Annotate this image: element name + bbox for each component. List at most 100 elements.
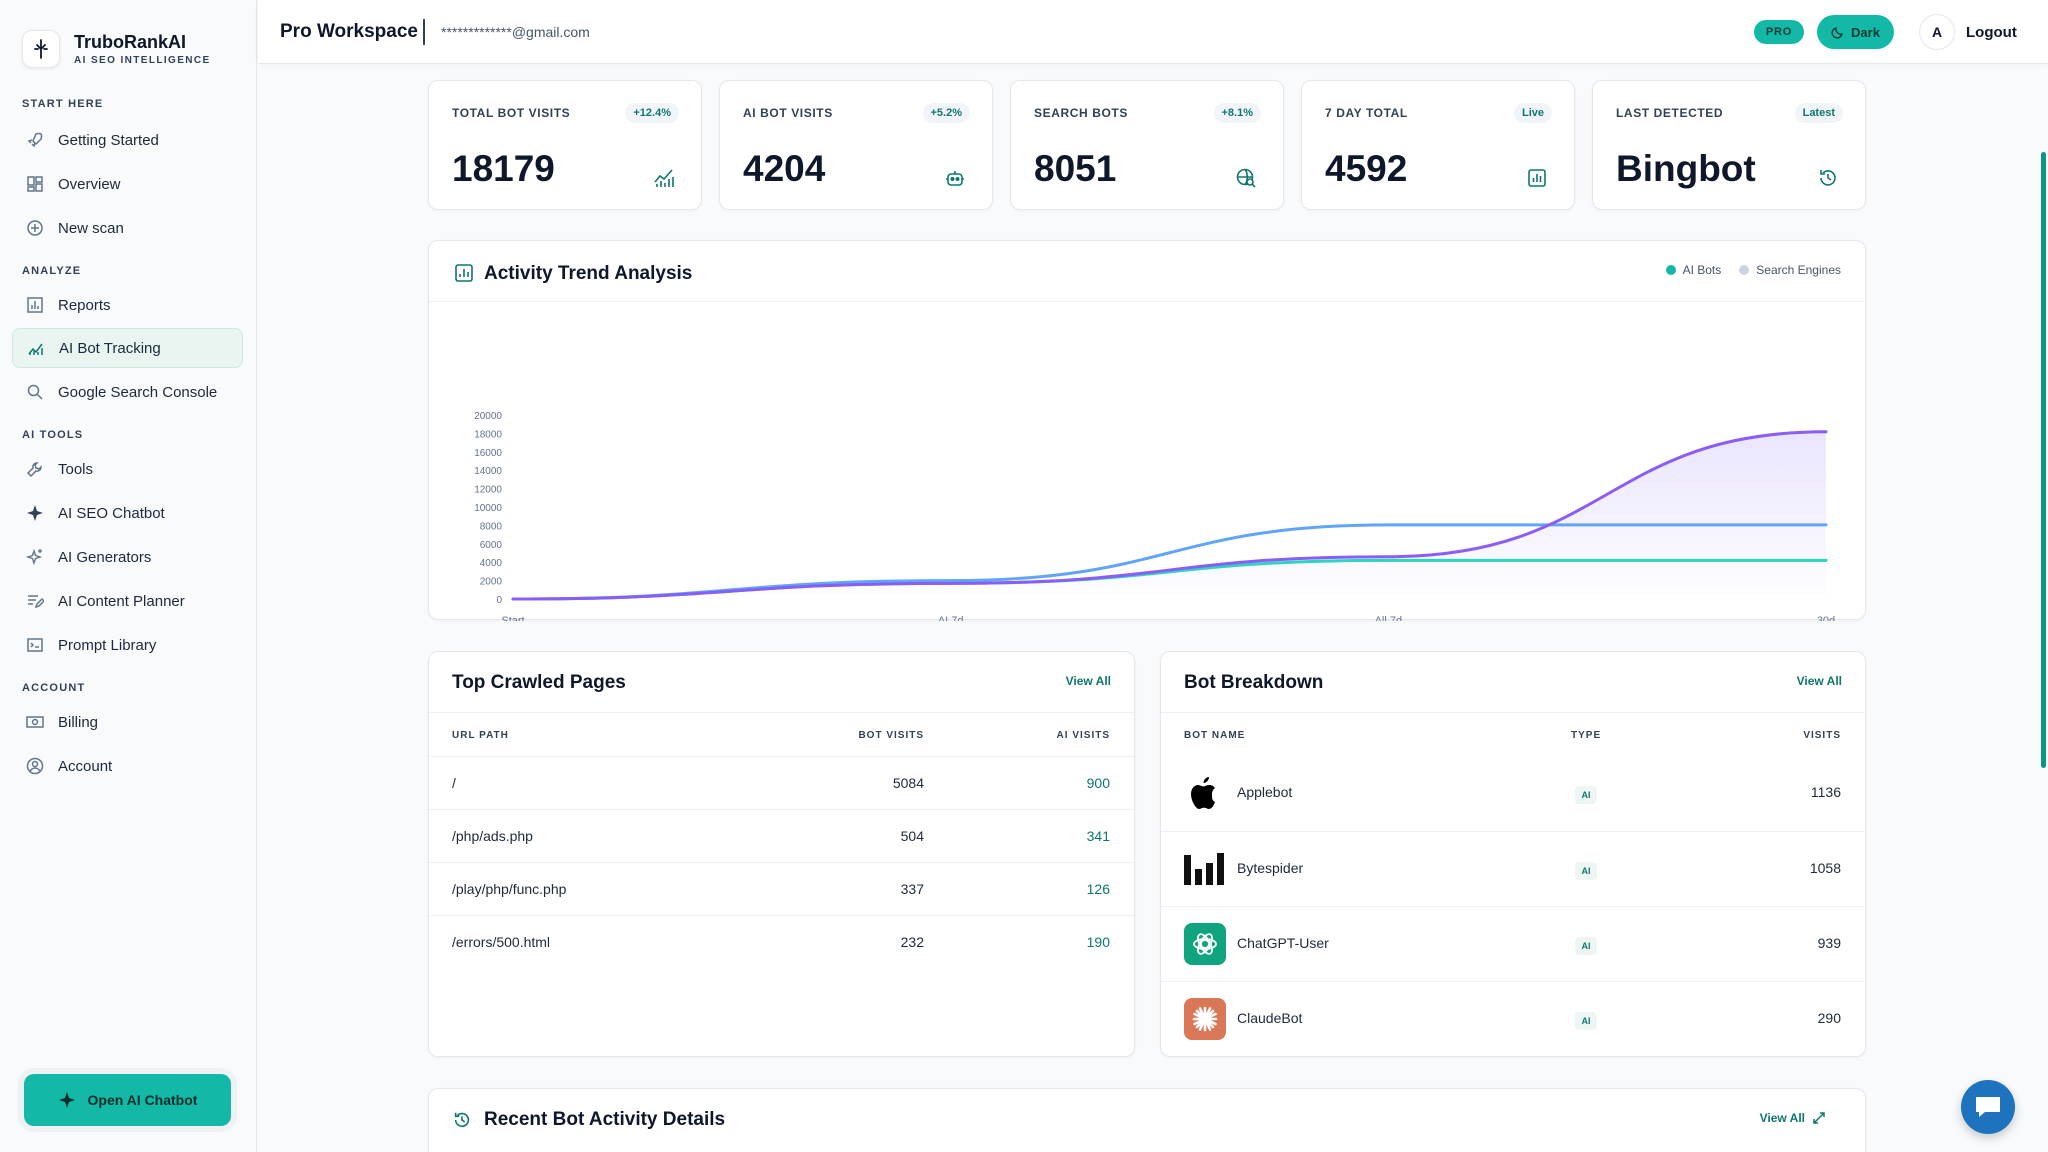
table-row[interactable]: ClaudeBot AI 290 — [1161, 981, 1865, 1056]
column-header-url-path: URL PATH — [452, 730, 509, 741]
sparkle-icon — [58, 1092, 75, 1108]
avatar[interactable]: A — [1919, 14, 1955, 50]
chat-widget-button[interactable] — [1961, 1080, 2015, 1134]
bar-chart-icon — [455, 264, 473, 282]
bot-visits: 337 — [900, 881, 924, 897]
rocket-icon — [27, 132, 43, 148]
chart-title: Activity Trend Analysis — [484, 263, 693, 284]
brand-name: TruboRankAI — [74, 32, 187, 52]
table-row[interactable]: /errors/500.html 232 190 — [429, 915, 1134, 968]
dark-mode-toggle[interactable]: Dark — [1817, 15, 1894, 49]
legend-label: Search Engines — [1756, 263, 1841, 277]
sidebar-item-google-search-console[interactable]: Google Search Console — [12, 372, 243, 412]
series-line-all-bots — [511, 430, 1828, 601]
sidebar-item-ai-generators[interactable]: AI Generators — [12, 537, 243, 577]
legend-item-search-engines[interactable]: Search Engines — [1739, 263, 1841, 277]
stat-value: Bingbot — [1616, 148, 1756, 189]
brand[interactable]: TruboRankAI AI SEO INTELLIGENCE — [22, 30, 211, 68]
activity-trend-chart: 0 2000 4000 6000 8000 10000 12000 14000 16000 180… — [474, 411, 1835, 621]
top-crawled-pages-card: Top Crawled Pages View All URL PATH BOT … — [428, 651, 1135, 1057]
table-row[interactable]: /php/ads.php 504 341 — [429, 809, 1134, 862]
view-all-link[interactable]: View All — [1760, 1111, 1825, 1125]
grid-icon — [27, 176, 43, 192]
sidebar-item-ai-bot-tracking[interactable]: AI Bot Tracking — [12, 328, 243, 368]
sidebar-item-overview[interactable]: Overview — [12, 164, 243, 204]
sidebar-item-ai-content-planner[interactable]: AI Content Planner — [12, 581, 243, 621]
stat-card-ai-bot-visits: AI BOT VISITS +5.2% 4204 — [719, 80, 993, 210]
stat-label: LAST DETECTED — [1616, 106, 1724, 120]
sidebar-item-ai-seo-chatbot[interactable]: AI SEO Chatbot — [12, 493, 243, 533]
stat-value: 18179 — [452, 148, 555, 189]
history-icon — [454, 1112, 470, 1128]
table-row[interactable]: Bytespider AI 1058 — [1161, 831, 1865, 906]
y-tick-label: 0 — [496, 595, 502, 606]
y-tick-label: 20000 — [474, 411, 502, 422]
robot-icon — [946, 171, 964, 186]
url-path: /errors/500.html — [452, 934, 551, 950]
brand-subtitle: AI SEO INTELLIGENCE — [74, 55, 211, 66]
sidebar-item-tools[interactable]: Tools — [12, 449, 243, 489]
open-ai-chatbot-label: Open AI Chatbot — [87, 1092, 198, 1108]
sidebar-item-getting-started[interactable]: Getting Started — [12, 120, 243, 160]
legend-item-ai-bots[interactable]: AI Bots — [1665, 263, 1722, 277]
scrollbar[interactable] — [2038, 0, 2048, 1152]
sidebar-item-billing[interactable]: Billing — [12, 702, 243, 742]
scrollbar-thumb[interactable] — [2041, 152, 2046, 768]
history-icon — [1820, 170, 1836, 186]
table-row[interactable]: /play/php/func.php 337 126 — [429, 862, 1134, 915]
legend-label: AI Bots — [1682, 263, 1722, 277]
x-tick-label: AI 7d — [938, 615, 964, 621]
trend-icon — [654, 169, 674, 187]
sidebar-item-label: Google Search Console — [58, 383, 218, 401]
column-header-ai-visits: AI VISITS — [1056, 730, 1110, 741]
bot-name: Applebot — [1237, 784, 1293, 800]
expand-icon — [1813, 1112, 1825, 1124]
stat-value: 4592 — [1325, 148, 1408, 189]
type-badge: AI — [1575, 1012, 1597, 1030]
x-tick-label: Start — [501, 615, 524, 621]
section-label-start-here: START HERE — [22, 98, 104, 110]
series-area-all-bots — [513, 431, 1826, 599]
search-icon — [27, 384, 43, 400]
bot-name: ChatGPT-User — [1237, 935, 1329, 951]
sidebar-item-label: Account — [58, 757, 113, 775]
type-badge: AI — [1575, 937, 1597, 955]
sidebar-item-new-scan[interactable]: New scan — [12, 208, 243, 248]
workspace-title: Pro Workspace — [280, 21, 418, 42]
claude-icon — [1184, 998, 1226, 1040]
open-ai-chatbot-button[interactable]: Open AI Chatbot — [24, 1074, 231, 1126]
stat-badge: +5.2% — [922, 103, 970, 123]
divider — [429, 712, 1134, 713]
ai-visits: 190 — [1086, 934, 1110, 950]
stat-value: 4204 — [743, 148, 826, 189]
logout-button[interactable]: Logout — [1966, 24, 2017, 41]
stat-badge: Latest — [1794, 103, 1843, 123]
bot-name: ClaudeBot — [1237, 1010, 1303, 1026]
table-title: Top Crawled Pages — [452, 672, 626, 693]
view-all-link[interactable]: View All — [1065, 674, 1111, 688]
stat-card-last-detected: LAST DETECTED Latest Bingbot — [1592, 80, 1866, 210]
y-tick-label: 8000 — [480, 521, 503, 532]
ai-visits: 126 — [1086, 881, 1110, 897]
y-tick-label: 4000 — [480, 558, 503, 569]
bot-visits: 232 — [900, 934, 924, 950]
stat-badge: Live — [1513, 103, 1552, 123]
bot-name: Bytespider — [1237, 860, 1304, 876]
sidebar-item-label: Reports — [58, 296, 111, 314]
view-all-link[interactable]: View All — [1796, 674, 1842, 688]
sidebar-item-reports[interactable]: Reports — [12, 285, 243, 325]
activity-trend-card: Activity Trend Analysis AI Bots Search E… — [428, 240, 1866, 621]
y-tick-label: 10000 — [474, 503, 502, 514]
table-row[interactable]: Applebot AI 1136 — [1161, 756, 1865, 831]
stat-card-total-bot-visits: TOTAL BOT VISITS +12.4% 18179 — [428, 80, 702, 210]
stat-label: AI BOT VISITS — [743, 106, 833, 120]
title-divider — [423, 19, 425, 45]
table-row[interactable]: ChatGPT-User AI 939 — [1161, 906, 1865, 981]
sidebar-item-account[interactable]: Account — [12, 746, 243, 786]
sidebar-item-prompt-library[interactable]: Prompt Library — [12, 625, 243, 665]
wrench-icon — [26, 462, 42, 478]
table-row[interactable]: / 5084 900 — [429, 756, 1134, 809]
y-tick-label: 16000 — [474, 448, 502, 459]
sidebar-item-label: Overview — [58, 175, 121, 193]
pro-badge: PRO — [1754, 20, 1804, 44]
